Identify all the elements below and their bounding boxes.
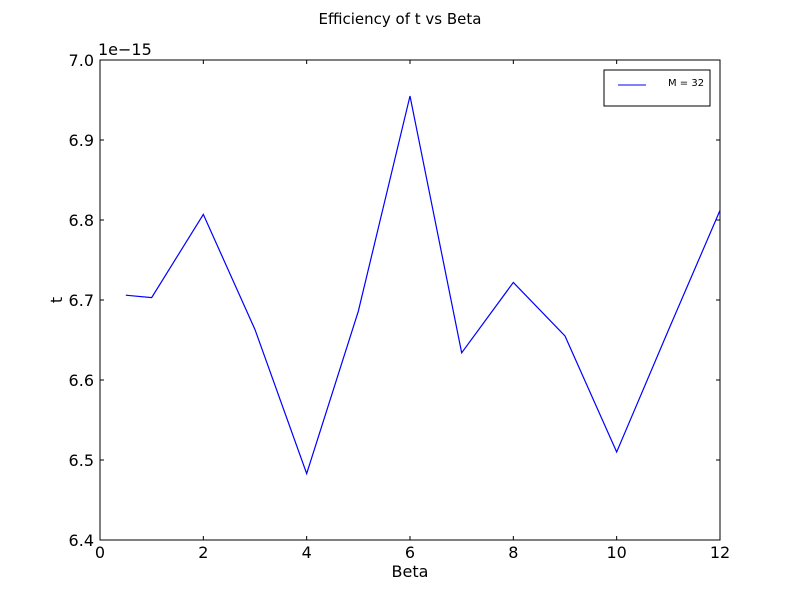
y-axis-offset-text: 1e−15 xyxy=(98,40,152,59)
y-tick-label: 7.0 xyxy=(69,51,94,70)
x-tick-label: 6 xyxy=(405,543,415,562)
plot-area-frame xyxy=(100,60,720,540)
x-tick-label: 0 xyxy=(95,543,105,562)
x-tick-label: 8 xyxy=(508,543,518,562)
y-axis-label: t xyxy=(47,297,66,303)
chart-title: Efficiency of t vs Beta xyxy=(319,10,482,28)
y-tick-label: 6.6 xyxy=(69,371,94,390)
y-tick-label: 6.8 xyxy=(69,211,94,230)
x-axis-label: Beta xyxy=(392,562,429,581)
legend: M = 32 xyxy=(604,70,710,106)
y-tick-label: 6.9 xyxy=(69,131,94,150)
legend-entry-label: M = 32 xyxy=(668,78,704,89)
y-tick-label: 6.4 xyxy=(69,531,94,550)
x-tick-label: 2 xyxy=(198,543,208,562)
x-tick-label: 12 xyxy=(710,543,730,562)
y-tick-label: 6.5 xyxy=(69,451,94,470)
x-tick-label: 10 xyxy=(606,543,626,562)
x-tick-label: 4 xyxy=(302,543,312,562)
y-tick-label: 6.7 xyxy=(69,291,94,310)
